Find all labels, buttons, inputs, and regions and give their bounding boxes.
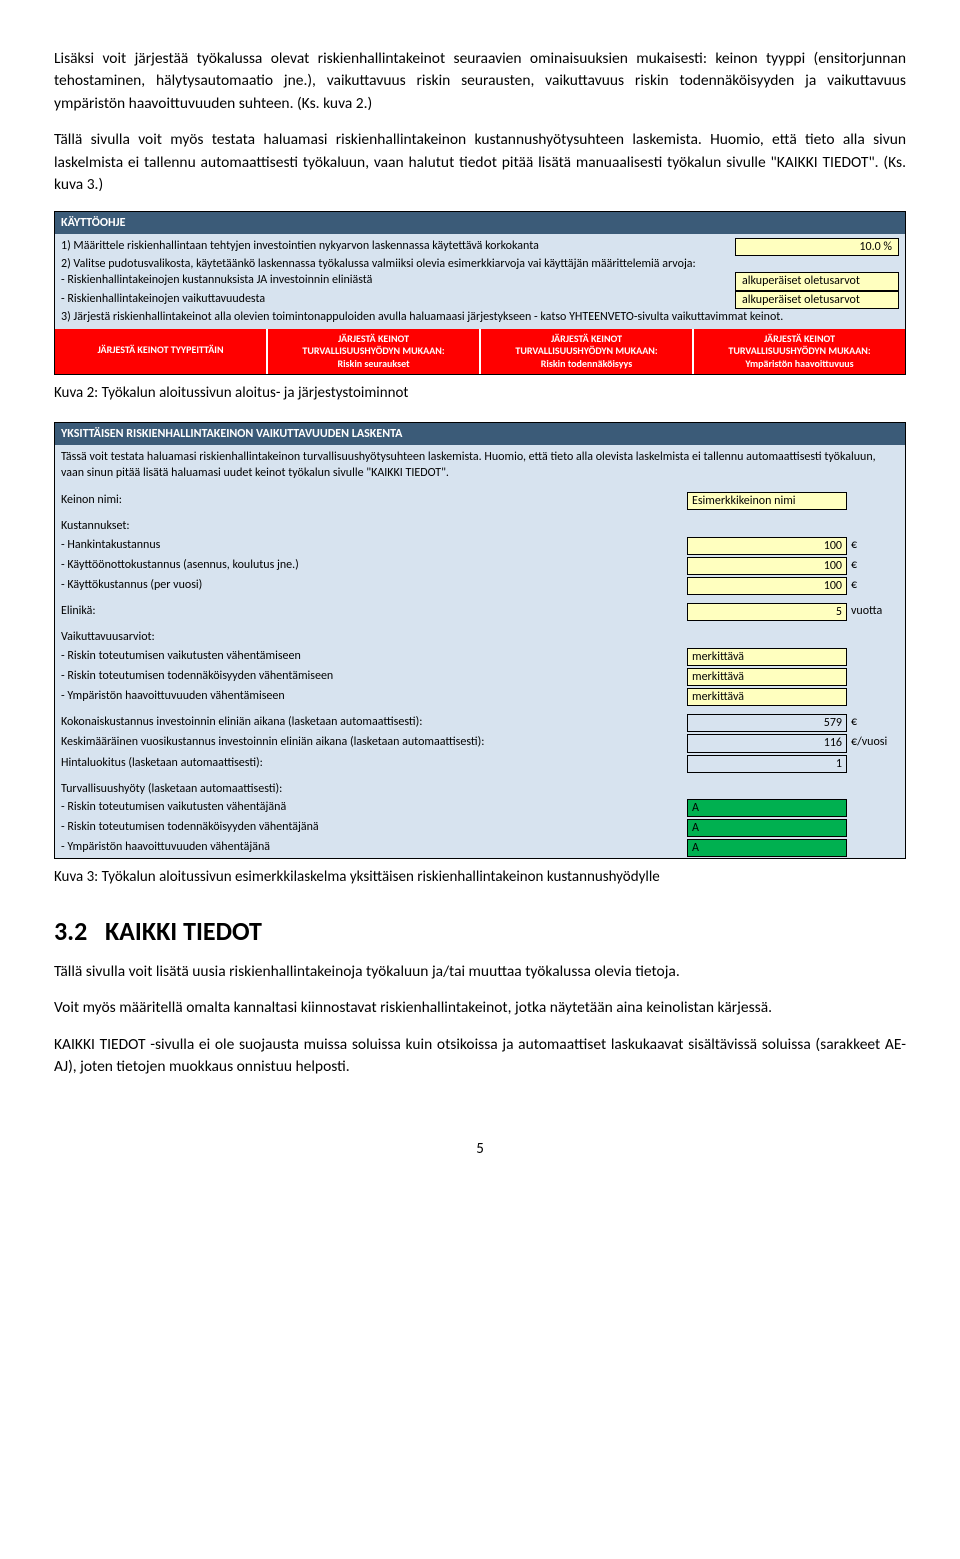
sort-type-button[interactable]: JÄRJESTÄ KEINOT TYYPEITTÄIN [55,329,268,375]
calc-cost1-value[interactable]: 100 [687,537,847,555]
calc-imp2-value[interactable]: merkittävä [687,668,847,686]
section-number: 3.2 [54,915,87,947]
guide-sub2b-value[interactable]: alkuperäiset oletusarvot [735,291,899,309]
guide-header: KÄYTTÖOHJE [55,212,905,234]
guide-line2: 2) Valitse pudotusvalikosta, käytetäänkö… [61,256,899,272]
section-title: KAIKKI TIEDOT [105,915,262,947]
guide-sub2b-label: - Riskienhallintakeinojen vaikuttavuudes… [61,291,735,309]
calc-tot2-label: Keskimääräinen vuosikustannus investoinn… [61,734,687,752]
calc-tot3-label: Hintaluokitus (lasketaan automaattisesti… [61,755,687,773]
calc-cost2-label: - Käyttöönottokustannus (asennus, koulut… [61,557,687,575]
calc-saf3-value: A [687,839,847,857]
figure-3-caption: Kuva 3: Työkalun aloitussivun esimerkkil… [54,867,906,887]
calc-life-value[interactable]: 5 [687,603,847,621]
calc-imp3-value[interactable]: merkittävä [687,688,847,706]
calc-imp1-value[interactable]: merkittävä [687,648,847,666]
calc-tot2-value: 116 [687,734,847,752]
calc-saf2-value: A [687,819,847,837]
section-para-3: KAIKKI TIEDOT -sivulla ei ole suojausta … [54,1034,906,1079]
calc-impact-header: Vaikuttavuusarviot: [61,629,697,645]
calc-tot3-value: 1 [687,755,847,773]
calc-cost3-label: - Käyttökustannus (per vuosi) [61,577,687,595]
guide-sub2a-value[interactable]: alkuperäiset oletusarvot [735,272,899,290]
calc-saf2-label: - Riskin toteutumisen todennäköisyyden v… [61,819,687,837]
calc-cost3-value[interactable]: 100 [687,577,847,595]
section-para-1: Tällä sivulla voit lisätä uusia riskienh… [54,961,906,983]
section-para-2: Voit myös määritellä omalta kannaltasi k… [54,997,906,1019]
calc-cost3-unit: € [847,577,899,595]
figure-2-caption: Kuva 2: Työkalun aloitussivun aloitus- j… [54,383,906,403]
sort-type-label: JÄRJESTÄ KEINOT TYYPEITTÄIN [61,344,260,357]
calc-tot1-unit: € [847,714,899,732]
calc-box: YKSITTÄISEN RISKIENHALLINTAKEINON VAIKUT… [54,422,906,860]
calc-cost1-label: - Hankintakustannus [61,537,687,555]
calc-safety-header: Turvallisuushyöty (lasketaan automaattis… [61,781,697,797]
calc-name-label: Keinon nimi: [61,492,687,510]
guide-line1-value[interactable]: 10.0 % [735,238,899,256]
guide-box: KÄYTTÖOHJE 1) Määrittele riskienhallinta… [54,211,906,376]
calc-imp2-label: - Riskin toteutumisen todennäköisyyden v… [61,668,687,686]
calc-header: YKSITTÄISEN RISKIENHALLINTAKEINON VAIKUT… [55,423,905,445]
calc-saf1-label: - Riskin toteutumisen vaikutusten vähent… [61,799,687,817]
calc-cost-header: Kustannukset: [61,518,697,534]
intro-para-1: Lisäksi voit järjestää työkalussa olevat… [54,48,906,115]
sort-env-l3: Ympäristön haavoittuvuus [700,358,899,371]
calc-imp1-label: - Riskin toteutumisen vaikutusten vähent… [61,648,687,666]
intro-para-2: Tällä sivulla voit myös testata haluamas… [54,129,906,196]
calc-desc: Tässä voit testata haluamasi riskienhall… [55,445,905,485]
page-number: 5 [54,1139,906,1159]
calc-cost1-unit: € [847,537,899,555]
section-heading: 3.2 KAIKKI TIEDOT [54,914,906,949]
sort-env-button[interactable]: JÄRJESTÄ KEINOT TURVALLISUUSHYÖDYN MUKAA… [694,329,905,375]
calc-tot1-value: 579 [687,714,847,732]
calc-imp3-label: - Ympäristön haavoittuvuuden vähentämise… [61,688,687,706]
guide-line1-label: 1) Määrittele riskienhallintaan tehtyjen… [61,238,735,256]
sort-probability-button[interactable]: JÄRJESTÄ KEINOT TURVALLISUUSHYÖDYN MUKAA… [481,329,694,375]
sort-probability-l3: Riskin todennäköisyys [487,358,686,371]
calc-cost2-value[interactable]: 100 [687,557,847,575]
guide-buttons: JÄRJESTÄ KEINOT TYYPEITTÄIN JÄRJESTÄ KEI… [55,329,905,375]
calc-cost2-unit: € [847,557,899,575]
calc-tot2-unit: €/vuosi [847,734,899,752]
sort-consequence-l3: Riskin seuraukset [274,358,473,371]
guide-sub2a-label: - Riskienhallintakeinojen kustannuksista… [61,272,735,290]
calc-tot1-label: Kokonaiskustannus investoinnin eliniän a… [61,714,687,732]
calc-saf1-value: A [687,799,847,817]
sort-consequence-button[interactable]: JÄRJESTÄ KEINOT TURVALLISUUSHYÖDYN MUKAA… [268,329,481,375]
calc-life-unit: vuotta [847,603,899,621]
calc-saf3-label: - Ympäristön haavoittuvuuden vähentäjänä [61,839,687,857]
guide-line3: 3) Järjestä riskienhallintakeinot alla o… [61,309,899,325]
calc-name-value[interactable]: Esimerkkikeinon nimi [687,492,847,510]
calc-life-label: Elinikä: [61,603,687,621]
guide-body: 1) Määrittele riskienhallintaan tehtyjen… [55,234,905,329]
